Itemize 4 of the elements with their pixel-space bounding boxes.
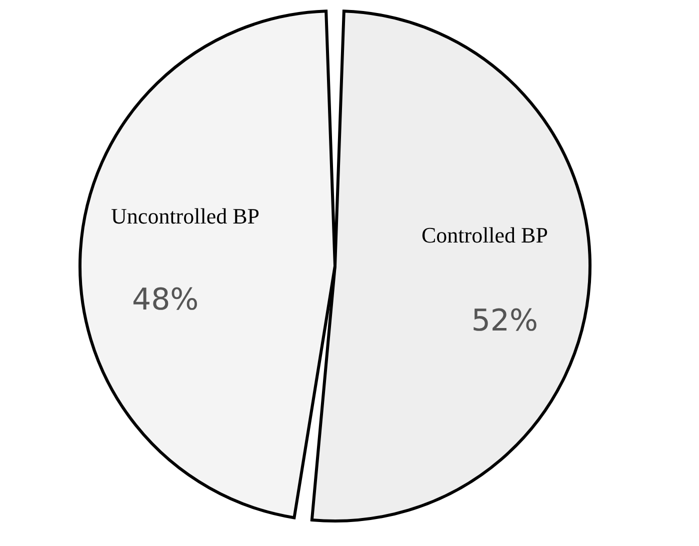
data-label: 48% — [132, 282, 199, 318]
data-label: 52% — [471, 304, 538, 339]
slice-label: Uncontrolled BP — [111, 204, 260, 229]
slice-label: Controlled BP — [421, 222, 548, 248]
